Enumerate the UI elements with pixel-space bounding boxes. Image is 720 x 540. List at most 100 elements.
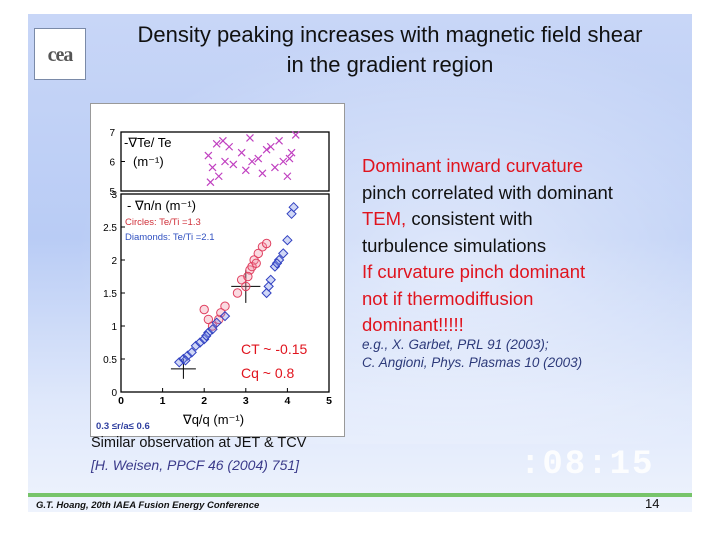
- similar-observation: Similar observation at JET & TCV: [91, 435, 307, 451]
- diamond-point: [203, 327, 214, 338]
- cross-point: [218, 136, 227, 145]
- radius-range-label: 0.3 ≤r/a≤ 0.6: [96, 421, 150, 432]
- xtick-label: 2: [201, 395, 207, 407]
- bullet-line-1: Dominant inward curvature: [362, 155, 584, 176]
- diamond-point: [178, 353, 189, 365]
- cross-point: [214, 172, 223, 181]
- diamond-point: [211, 317, 222, 328]
- bullet-line-2: pinch correlated with dominant: [362, 181, 613, 203]
- cross-stroke: [241, 166, 250, 175]
- diamond-point: [269, 261, 281, 272]
- cross-stroke: [212, 139, 221, 148]
- bullet-line-3: TEM, consistent with: [362, 206, 613, 233]
- timer-readout: :08:15: [520, 446, 655, 484]
- cross-stroke: [254, 154, 263, 163]
- cross-stroke: [208, 163, 217, 172]
- cross-stroke: [258, 169, 267, 178]
- cross-point: [229, 160, 238, 169]
- diamond-point: [288, 201, 299, 213]
- cross-point: [283, 172, 292, 181]
- diamond-point: [263, 281, 274, 292]
- diamond-point: [207, 324, 218, 335]
- cross-stroke: [287, 148, 296, 157]
- diamond-point: [273, 254, 285, 266]
- cross-point: [248, 157, 256, 166]
- top-panel-label: -∇Te/ Te: [124, 135, 171, 150]
- diamond-point: [282, 234, 293, 246]
- cross-point: [221, 157, 229, 166]
- cross-point: [285, 154, 294, 163]
- cea-logo: cea: [34, 28, 86, 80]
- diamond-point: [180, 355, 191, 366]
- bottom-ytick-label: 1.5: [103, 289, 117, 300]
- circle-point: [243, 271, 253, 282]
- top-ytick-label: 6: [109, 158, 115, 169]
- diamond-point: [186, 347, 197, 358]
- cross-point: [208, 163, 217, 172]
- cross-point: [270, 163, 279, 172]
- bullet-line-6: not if thermodiffusion: [362, 287, 534, 309]
- circle-point: [241, 281, 251, 292]
- circle-point: [199, 304, 209, 315]
- circle-point: [203, 314, 214, 325]
- xtick-label: 1: [160, 395, 166, 407]
- xtick-label: 5: [326, 395, 332, 407]
- cross-stroke: [204, 151, 213, 160]
- footer-credit: G.T. Hoang, 20th IAEA Fusion Energy Conf…: [36, 500, 260, 511]
- diamond-point: [182, 350, 193, 361]
- cross-stroke: [218, 136, 227, 145]
- tem-label: TEM,: [362, 208, 407, 229]
- cross-stroke: [262, 145, 271, 154]
- cross-stroke: [225, 142, 234, 151]
- ct-label: CT ~ -0.15: [241, 341, 307, 357]
- legend-diamonds: Diamonds: Te/Ti =2.1: [125, 232, 215, 243]
- bottom-panel-label: - ∇n/n (m⁻¹): [127, 198, 196, 213]
- footer-divider: [28, 493, 692, 497]
- circle-point: [220, 301, 230, 311]
- bottom-ytick-label: 1: [111, 322, 117, 333]
- circle-point: [232, 288, 243, 298]
- xtick-label: 0: [118, 395, 124, 407]
- diamond-point: [190, 340, 202, 352]
- cross-point: [279, 157, 288, 166]
- conclusion-text: Dominant inward curvature pinch correlat…: [362, 153, 613, 339]
- cross-point: [262, 145, 271, 154]
- cross-point: [275, 136, 284, 145]
- x-axis-label: ∇q/q (m⁻¹): [182, 412, 244, 427]
- diamond-point: [198, 333, 210, 345]
- bottom-ytick-label: 2.5: [103, 223, 117, 234]
- cross-point: [291, 131, 300, 139]
- page-number: 14: [645, 496, 660, 511]
- cross-point: [204, 151, 213, 160]
- legend-circles: Circles: Te/Ti =1.3: [125, 217, 201, 228]
- top-ytick-label: 5: [109, 187, 115, 198]
- cq-label: Cq ~ 0.8: [241, 365, 295, 381]
- cross-stroke: [285, 154, 294, 163]
- circle-point: [261, 238, 272, 249]
- top-panel-unit: (m⁻¹): [133, 154, 164, 169]
- diamond-point: [201, 330, 212, 342]
- cross-point: [206, 178, 215, 187]
- cross-point: [246, 133, 254, 142]
- bullet-line-5: If curvature pinch dominant: [362, 261, 586, 282]
- circle-point: [253, 248, 263, 259]
- xtick-label: 4: [284, 395, 290, 407]
- title-line-2: in the gradient region: [286, 52, 494, 77]
- figure-panel: 7 6 5 3 2.5 2 1.5 1 0.5 0 0 1 2 3 4 5 -∇Te/ Te (m⁻¹) - ∇n/…: [90, 103, 345, 437]
- cross-stroke: [246, 133, 254, 142]
- cross-stroke: [214, 172, 223, 181]
- cross-stroke: [206, 178, 215, 187]
- circle-point: [251, 258, 261, 269]
- cross-point: [254, 154, 263, 163]
- title-line-1: Density peaking increases with magnetic …: [137, 22, 643, 47]
- reference-1: e.g., X. Garbet, PRL 91 (2003);: [362, 337, 549, 352]
- cross-point: [266, 142, 275, 151]
- cross-stroke: [283, 172, 292, 181]
- bottom-ytick-label: 3: [111, 190, 117, 201]
- reference-2: C. Angioni, Phys. Plasmas 10 (2003): [362, 355, 583, 370]
- tem-rest: consistent with: [406, 208, 533, 229]
- cross-stroke: [248, 157, 256, 166]
- cross-stroke: [229, 160, 238, 169]
- cross-point: [258, 169, 267, 178]
